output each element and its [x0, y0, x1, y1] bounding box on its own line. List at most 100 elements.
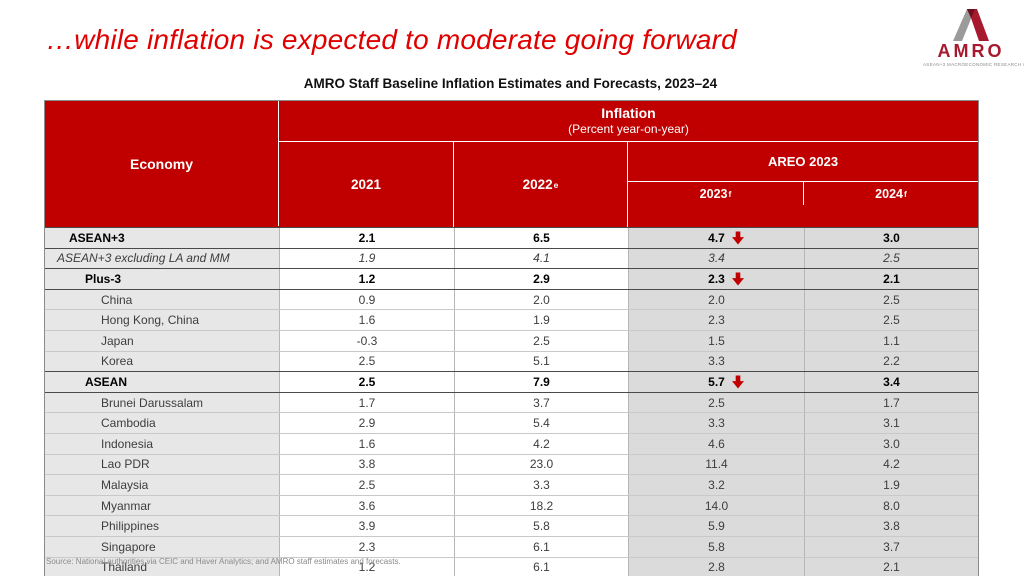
value-cell-2021: 1.2 — [279, 269, 454, 289]
value-cell-2022: 3.3 — [454, 475, 628, 495]
value-cell-2024: 2.5 — [804, 248, 978, 269]
amro-logo-tagline: ASEAN+3 MACROECONOMIC RESEARCH OFFICE — [923, 62, 1024, 67]
header-2022: 2022 e — [454, 142, 628, 227]
value-cell-2022: 1.9 — [454, 310, 628, 330]
header-inflation-subtitle: (Percent year-on-year) — [568, 122, 689, 137]
economy-cell: Plus-3 — [45, 269, 279, 289]
value-cell-2024: 3.8 — [804, 516, 978, 536]
economy-cell: Lao PDR — [45, 454, 279, 475]
value-cell-2023: 4.7 — [628, 228, 804, 248]
economy-cell: Indonesia — [45, 433, 279, 454]
economy-cell: Hong Kong, China — [45, 310, 279, 330]
table-row: ASEAN 2.5 7.9 5.7 3.4 — [45, 371, 978, 392]
value-cell-2024: 1.7 — [804, 392, 978, 413]
header-2024f: 2024 f — [875, 186, 907, 201]
amro-logo-text: AMRO — [937, 41, 1005, 61]
value-cell-2021: 1.6 — [279, 310, 454, 330]
table-row: Cambodia 2.9 5.4 3.3 3.1 — [45, 412, 978, 433]
value-cell-2024: 2.5 — [804, 310, 978, 330]
table-row: Hong Kong, China 1.6 1.9 2.3 2.5 — [45, 309, 978, 330]
value-cell-2021: 2.5 — [279, 372, 454, 392]
value-cell-2023: 3.3 — [628, 413, 804, 433]
value-cell-2021: 1.9 — [279, 248, 454, 269]
header-areo-2023: AREO 2023 — [628, 142, 978, 182]
down-arrow-icon — [731, 272, 744, 286]
economy-cell: ASEAN — [45, 372, 279, 392]
header-areo-block: AREO 2023 2023 f 2024 f — [628, 142, 978, 227]
amro-logo-mark — [953, 9, 989, 41]
value-cell-2022: 2.5 — [454, 330, 628, 351]
header-inflation-title: Inflation — [601, 104, 656, 121]
value-cell-2024: 1.1 — [804, 330, 978, 351]
value-cell-2024: 2.5 — [804, 289, 978, 310]
value-cell-2021: 3.9 — [279, 516, 454, 536]
economy-cell: Brunei Darussalam — [45, 392, 279, 413]
table-row: Lao PDR 3.8 23.0 11.4 4.2 — [45, 453, 978, 475]
value-cell-2023: 2.5 — [628, 392, 804, 413]
value-cell-2024: 3.4 — [804, 372, 978, 392]
table-row: Korea 2.5 5.1 3.3 2.2 — [45, 350, 978, 372]
value-cell-2023: 1.5 — [628, 330, 804, 351]
value-cell-2023: 3.2 — [628, 475, 804, 495]
value-cell-2024: 3.1 — [804, 413, 978, 433]
value-cell-2021: 0.9 — [279, 289, 454, 310]
header-right-block: Inflation (Percent year-on-year) 2021 20… — [279, 101, 978, 227]
header-2023f: 2023 f — [628, 182, 804, 205]
slide-title: …while inflation is expected to moderate… — [46, 24, 737, 55]
table-body: ASEAN+3 2.1 6.5 4.7 3.0 ASEAN+3 excluding LA … — [45, 227, 978, 576]
inflation-table: Economy Inflation (Percent year-on-year)… — [44, 100, 979, 576]
economy-cell: Myanmar — [45, 495, 279, 516]
economy-cell: ASEAN+3 excluding LA and MM — [45, 248, 279, 269]
table-row: ASEAN+3 excluding LA and MM 1.9 4.1 3.4 2.5 — [45, 247, 978, 269]
table-row: Philippines 3.9 5.8 5.9 3.8 — [45, 515, 978, 536]
value-cell-2022: 7.9 — [454, 372, 628, 392]
value-cell-2023: 2.3 — [628, 310, 804, 330]
down-arrow-icon — [731, 375, 744, 389]
value-cell-2021: 3.8 — [279, 454, 454, 475]
value-cell-2024: 2.1 — [804, 269, 978, 289]
value-cell-2023: 2.8 — [628, 557, 804, 576]
value-cell-2023: 4.6 — [628, 433, 804, 454]
header-inflation: Inflation (Percent year-on-year) — [279, 101, 978, 142]
value-cell-2022: 18.2 — [454, 495, 628, 516]
table-row: Indonesia 1.6 4.2 4.6 3.0 — [45, 432, 978, 454]
table-title: AMRO Staff Baseline Inflation Estimates … — [303, 76, 718, 91]
value-cell-2024: 2.1 — [804, 557, 978, 576]
down-arrow-icon — [731, 231, 744, 245]
value-cell-2022: 2.9 — [454, 269, 628, 289]
table-row: Japan -0.3 2.5 1.5 1.1 — [45, 329, 978, 351]
header-2021: 2021 — [279, 142, 454, 227]
table-row: ASEAN+3 2.1 6.5 4.7 3.0 — [45, 227, 978, 248]
amro-logo: AMRO ASEAN+3 MACROECONOMIC RESEARCH OFFI… — [923, 6, 1024, 67]
table-row: Thailand 1.2 6.1 2.8 2.1 — [45, 556, 978, 576]
table-row: Brunei Darussalam 1.7 3.7 2.5 1.7 — [45, 391, 978, 413]
economy-cell: Japan — [45, 330, 279, 351]
value-cell-2023: 2.3 — [628, 269, 804, 289]
value-cell-2021: 2.3 — [279, 536, 454, 557]
value-cell-2024: 3.0 — [804, 228, 978, 248]
table-header: Economy Inflation (Percent year-on-year)… — [45, 101, 978, 227]
value-cell-2022: 3.7 — [454, 392, 628, 413]
value-cell-2023: 3.3 — [628, 351, 804, 372]
value-cell-2021: 1.2 — [279, 557, 454, 576]
value-cell-2024: 2.2 — [804, 351, 978, 372]
value-cell-2023: 5.8 — [628, 536, 804, 557]
economy-cell: China — [45, 289, 279, 310]
value-cell-2022: 6.1 — [454, 536, 628, 557]
table-row: Myanmar 3.6 18.2 14.0 8.0 — [45, 494, 978, 516]
table-row: Malaysia 2.5 3.3 3.2 1.9 — [45, 474, 978, 495]
economy-cell: Korea — [45, 351, 279, 372]
value-cell-2022: 5.8 — [454, 516, 628, 536]
economy-cell: ASEAN+3 — [45, 228, 279, 248]
value-cell-2024: 1.9 — [804, 475, 978, 495]
source-note: Source: National authorities via CEIC an… — [46, 557, 401, 566]
table-row: China 0.9 2.0 2.0 2.5 — [45, 288, 978, 310]
value-cell-2023: 11.4 — [628, 454, 804, 475]
value-cell-2022: 23.0 — [454, 454, 628, 475]
value-cell-2023: 2.0 — [628, 289, 804, 310]
value-cell-2024: 3.0 — [804, 433, 978, 454]
value-cell-2022: 5.4 — [454, 413, 628, 433]
value-cell-2024: 3.7 — [804, 536, 978, 557]
value-cell-2021: 3.6 — [279, 495, 454, 516]
